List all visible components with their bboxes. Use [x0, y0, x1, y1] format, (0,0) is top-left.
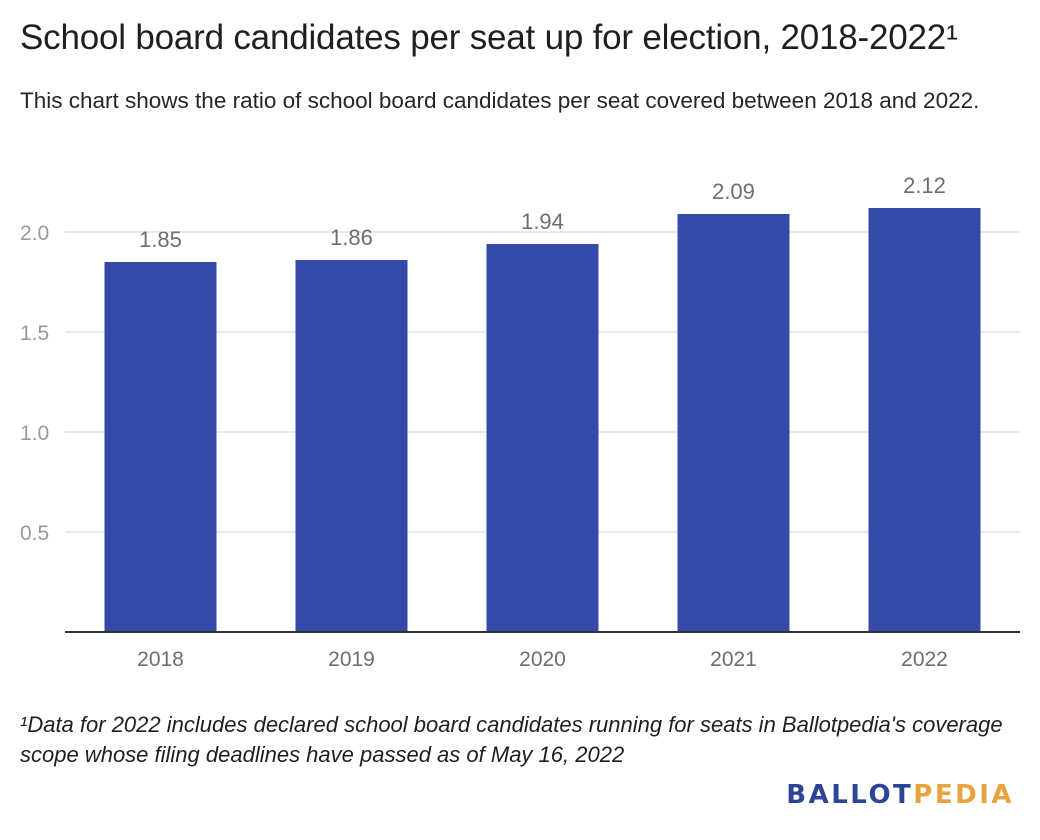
- data-label: 2.09: [712, 179, 755, 204]
- x-tick-label: 2018: [137, 648, 184, 671]
- data-label: 2.12: [903, 173, 946, 198]
- chart-title: School board candidates per seat up for …: [20, 18, 958, 57]
- logo-part-ballot: BALLOT: [786, 780, 914, 810]
- x-tick-label: 2022: [901, 648, 948, 671]
- y-tick-label: 0.5: [20, 522, 49, 545]
- logo-part-pedia: PEDIA: [913, 780, 1014, 810]
- x-tick-label: 2021: [710, 648, 757, 671]
- bar-2018: [104, 262, 217, 632]
- y-axis-ticks: 0.5 1.0 1.5 2.0: [20, 222, 49, 545]
- chart-subtitle: This chart shows the ratio of school boa…: [20, 88, 980, 113]
- data-label: 1.94: [521, 209, 564, 234]
- bar-2021: [677, 214, 790, 632]
- x-tick-label: 2019: [328, 648, 375, 671]
- data-labels: 1.85 1.86 1.94 2.09 2.12: [139, 173, 946, 252]
- bar-2019: [295, 260, 408, 632]
- ballotpedia-logo: BALLOTPEDIA: [786, 780, 1014, 810]
- x-axis-ticks: 2018 2019 2020 2021 2022: [137, 648, 948, 671]
- y-tick-label: 1.0: [20, 422, 49, 445]
- bars: [104, 208, 981, 632]
- footnote: ¹Data for 2022 includes declared school …: [20, 712, 1003, 767]
- x-tick-label: 2020: [519, 648, 566, 671]
- bar-chart: 0.51.01.52.0 1.85 1.861.942.09 2.12 2018 20…: [20, 173, 1020, 671]
- data-label: 1.85: [139, 227, 182, 252]
- y-tick-label: 1.5: [20, 322, 49, 345]
- bar-2022: [868, 208, 981, 632]
- data-label: 1.86: [330, 225, 373, 250]
- y-tick-label: 2.0: [20, 222, 49, 245]
- bar-2020: [486, 244, 599, 632]
